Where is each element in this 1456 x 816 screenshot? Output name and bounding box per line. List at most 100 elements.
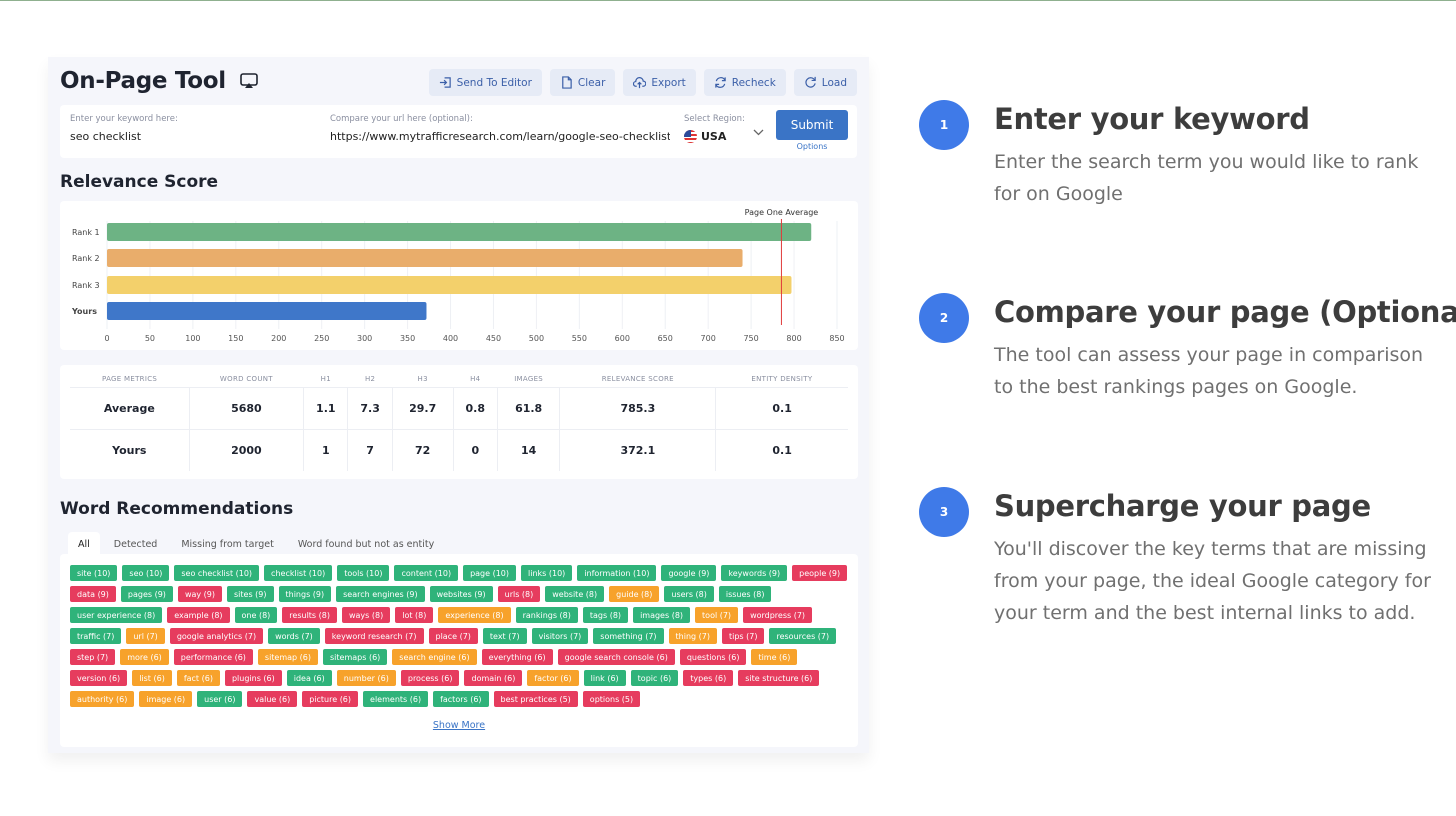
- word-tag[interactable]: resources (7): [769, 628, 837, 644]
- word-tag[interactable]: wordpress (7): [743, 607, 813, 623]
- word-tag[interactable]: link (6): [583, 670, 626, 686]
- word-tag[interactable]: experience (8): [438, 607, 511, 623]
- word-tag[interactable]: factor (6): [527, 670, 579, 686]
- word-tag[interactable]: step (7): [70, 649, 116, 665]
- word-tag[interactable]: one (8): [234, 607, 278, 623]
- word-tag[interactable]: factors (6): [433, 691, 489, 707]
- word-tag[interactable]: example (8): [167, 607, 230, 623]
- word-tag[interactable]: performance (6): [173, 649, 253, 665]
- word-tag[interactable]: content (10): [394, 565, 459, 581]
- clear-button[interactable]: Clear: [549, 69, 616, 96]
- keyword-input[interactable]: seo checklist: [70, 130, 142, 143]
- word-tag[interactable]: site structure (6): [738, 670, 820, 686]
- word-tag[interactable]: websites (9): [429, 586, 493, 602]
- word-tag[interactable]: google analytics (7): [169, 628, 264, 644]
- word-tag[interactable]: images (8): [633, 607, 691, 623]
- word-tag[interactable]: thing (7): [668, 628, 717, 644]
- word-tag[interactable]: guide (8): [609, 586, 660, 602]
- compare-url-field[interactable]: Compare your url here (optional): https:…: [330, 114, 670, 143]
- keyword-field[interactable]: Enter your keyword here: seo checklist: [70, 114, 300, 143]
- word-tag[interactable]: page (10): [463, 565, 517, 581]
- word-tag[interactable]: pages (9): [120, 586, 173, 602]
- word-tag[interactable]: words (7): [268, 628, 320, 644]
- toolbar-actions: Send To Editor Clear Export Recheck Load: [428, 69, 857, 96]
- word-tag[interactable]: fact (6): [176, 670, 220, 686]
- word-tag[interactable]: picture (6): [302, 691, 359, 707]
- word-tag[interactable]: more (6): [120, 649, 169, 665]
- word-tag[interactable]: lot (8): [395, 607, 434, 623]
- word-tag[interactable]: information (10): [577, 565, 657, 581]
- word-tag[interactable]: version (6): [70, 670, 128, 686]
- word-tag[interactable]: checklist (10): [264, 565, 333, 581]
- export-button[interactable]: Export: [623, 69, 696, 96]
- word-tag[interactable]: rankings (8): [515, 607, 578, 623]
- word-tag[interactable]: something (7): [593, 628, 664, 644]
- show-more-link[interactable]: Show More: [432, 720, 486, 731]
- word-tag[interactable]: place (7): [428, 628, 478, 644]
- word-tag[interactable]: links (10): [521, 565, 573, 581]
- word-tag[interactable]: domain (6): [464, 670, 523, 686]
- tab-missing-from-target[interactable]: Missing from target: [181, 539, 274, 550]
- word-tag[interactable]: time (6): [751, 649, 798, 665]
- word-tag[interactable]: plugins (6): [224, 670, 282, 686]
- word-tag[interactable]: sites (9): [227, 586, 274, 602]
- word-tag[interactable]: keyword research (7): [324, 628, 424, 644]
- word-tag[interactable]: user experience (8): [70, 607, 163, 623]
- submit-button[interactable]: Submit: [776, 110, 848, 140]
- tab-detected[interactable]: Detected: [113, 539, 158, 550]
- word-tag[interactable]: value (6): [247, 691, 298, 707]
- word-tag[interactable]: seo (10): [122, 565, 170, 581]
- word-tag[interactable]: people (9): [792, 565, 848, 581]
- word-tag[interactable]: seo checklist (10): [174, 565, 260, 581]
- tab-word-found-but-not-as-entity[interactable]: Word found but not as entity: [297, 539, 435, 550]
- word-tag[interactable]: elements (6): [363, 691, 429, 707]
- word-tag[interactable]: traffic (7): [70, 628, 122, 644]
- word-tag[interactable]: list (6): [132, 670, 172, 686]
- word-tag[interactable]: number (6): [336, 670, 396, 686]
- chevron-down-icon[interactable]: [753, 128, 764, 139]
- word-tag[interactable]: google search console (6): [557, 649, 675, 665]
- word-tag[interactable]: keywords (9): [721, 565, 788, 581]
- options-link[interactable]: Options: [796, 142, 828, 151]
- load-button[interactable]: Load: [793, 69, 857, 96]
- recheck-button[interactable]: Recheck: [703, 69, 786, 96]
- word-tag[interactable]: authority (6): [70, 691, 135, 707]
- word-tag[interactable]: tools (10): [337, 565, 390, 581]
- word-tag[interactable]: tips (7): [721, 628, 765, 644]
- send-to-editor-button[interactable]: Send To Editor: [428, 69, 542, 96]
- word-tag[interactable]: questions (6): [679, 649, 747, 665]
- word-tag[interactable]: urls (8): [497, 586, 541, 602]
- word-tag[interactable]: data (9): [70, 586, 116, 602]
- word-tag[interactable]: site (10): [70, 565, 118, 581]
- word-tag[interactable]: process (6): [400, 670, 460, 686]
- word-tag[interactable]: topic (6): [630, 670, 679, 686]
- word-tag[interactable]: options (5): [582, 691, 641, 707]
- cast-icon[interactable]: [239, 69, 258, 95]
- word-tag[interactable]: sitemaps (6): [323, 649, 388, 665]
- word-tag[interactable]: text (7): [482, 628, 527, 644]
- word-tag[interactable]: ways (8): [341, 607, 391, 623]
- word-tag[interactable]: user (6): [197, 691, 243, 707]
- word-tag[interactable]: website (8): [545, 586, 605, 602]
- word-tag[interactable]: way (9): [177, 586, 222, 602]
- word-tag[interactable]: best practices (5): [493, 691, 578, 707]
- word-tag[interactable]: search engine (6): [392, 649, 477, 665]
- word-tag[interactable]: tool (7): [695, 607, 739, 623]
- word-tag[interactable]: users (8): [664, 586, 714, 602]
- word-tag[interactable]: types (6): [683, 670, 734, 686]
- word-tag[interactable]: google (9): [661, 565, 717, 581]
- region-select[interactable]: Select Region: USA: [684, 114, 766, 143]
- word-tag[interactable]: sitemap (6): [257, 649, 319, 665]
- word-tag[interactable]: issues (8): [718, 586, 772, 602]
- word-tag[interactable]: url (7): [126, 628, 165, 644]
- word-tag[interactable]: idea (6): [286, 670, 332, 686]
- compare-url-input[interactable]: https://www.mytrafficresearch.com/learn/…: [330, 130, 670, 143]
- word-tag[interactable]: search engines (9): [336, 586, 425, 602]
- word-tag[interactable]: results (8): [282, 607, 337, 623]
- word-tag[interactable]: image (6): [139, 691, 193, 707]
- tab-all[interactable]: All: [68, 532, 100, 557]
- word-tag[interactable]: things (9): [278, 586, 332, 602]
- word-tag[interactable]: tags (8): [582, 607, 629, 623]
- word-tag[interactable]: everything (6): [481, 649, 553, 665]
- word-tag[interactable]: visitors (7): [531, 628, 589, 644]
